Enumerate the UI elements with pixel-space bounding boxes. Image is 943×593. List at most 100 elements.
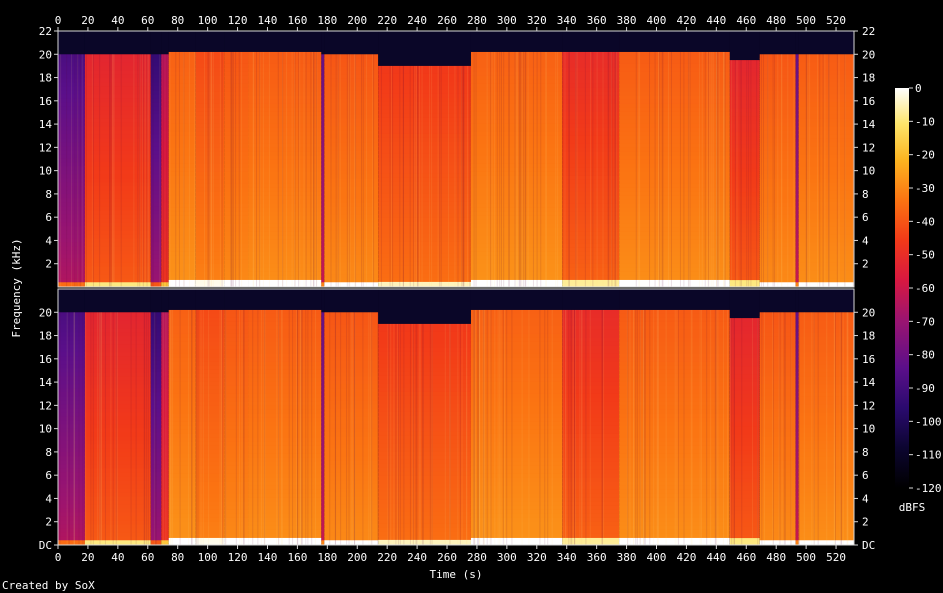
spectrogram-segment	[378, 289, 471, 546]
x-tick-label-top: 160	[287, 14, 307, 27]
y-tick-label-right: 2	[862, 516, 869, 529]
spectrogram-segment	[168, 289, 197, 546]
y-tick-label-left: 4	[45, 492, 52, 505]
credit-text: Created by SoX	[2, 579, 95, 592]
y-tick-label-right: 20	[862, 48, 875, 61]
colorbar: 0 -10 -20 -30 -40 -50 -60 -70 -80 -90 -100 -110 -120…	[895, 82, 942, 514]
channel-1-spectrogram	[58, 31, 855, 288]
y-tick-label-left: 4	[45, 234, 52, 247]
colorbar-tick-label: -10	[915, 115, 935, 128]
x-tick-label-top: 300	[497, 14, 517, 27]
x-tick-label-top: 0	[55, 14, 62, 27]
spectrogram-segment	[150, 31, 162, 288]
spectrogram-segment	[161, 289, 169, 546]
spectrogram-segment	[84, 31, 151, 288]
spectrogram-segment	[224, 289, 249, 546]
x-tick-label-top: 400	[647, 14, 667, 27]
x-tick-label-top: 440	[706, 14, 726, 27]
x-tick-label-bottom: 400	[647, 551, 667, 564]
y-tick-label-left: 2	[45, 258, 52, 271]
y-tick-label-left: 20	[39, 306, 52, 319]
y-tick-label-right: 2	[862, 258, 869, 271]
colorbar-gradient	[895, 88, 909, 488]
spectrogram-segment	[195, 31, 225, 288]
x-tick-label-bottom: 300	[497, 551, 517, 564]
y-tick-label-left: DC	[39, 539, 52, 552]
x-tick-label-top: 40	[111, 14, 124, 27]
x-tick-label-bottom: 320	[527, 551, 547, 564]
y-tick-label-right: DC	[862, 539, 875, 552]
colorbar-tick-label: -30	[915, 182, 935, 195]
spectrogram-segment	[795, 31, 799, 288]
y-tick-label-right: 20	[862, 306, 875, 319]
x-tick-label-bottom: 240	[407, 551, 427, 564]
y-tick-label-right: 6	[862, 211, 869, 224]
x-tick-label-top: 380	[617, 14, 637, 27]
colorbar-tick-label: -110	[915, 449, 942, 462]
y-tick-label-left: 12	[39, 399, 52, 412]
x-tick-label-bottom: 520	[826, 551, 846, 564]
x-tick-label-bottom: 260	[437, 551, 457, 564]
spectrogram-segment	[248, 289, 322, 546]
colorbar-tick-label: -90	[915, 382, 935, 395]
spectrogram-segment	[150, 289, 162, 546]
y-tick-label-right: 10	[862, 165, 875, 178]
spectrogram-segment	[619, 31, 731, 288]
spectrogram-segment	[562, 31, 620, 288]
x-tick-label-top: 480	[766, 14, 786, 27]
colorbar-tick-label: -60	[915, 282, 935, 295]
y-tick-label-left: 18	[39, 330, 52, 343]
y-tick-label-right: 8	[862, 188, 869, 201]
y-tick-label-left: 2	[45, 516, 52, 529]
spectrogram-segment	[321, 289, 325, 546]
x-tick-label-bottom: 80	[171, 551, 184, 564]
spectrogram-segment	[248, 31, 322, 288]
x-tick-label-top: 140	[258, 14, 278, 27]
x-tick-label-bottom: 40	[111, 551, 124, 564]
spectrogram-segment	[798, 289, 855, 546]
x-tick-label-bottom: 440	[706, 551, 726, 564]
spectrogram-segment	[58, 289, 85, 546]
y-tick-label-left: 22	[39, 25, 52, 38]
x-tick-label-top: 340	[557, 14, 577, 27]
y-tick-label-left: 8	[45, 446, 52, 459]
x-tick-label-top: 320	[527, 14, 547, 27]
channel-2-spectrogram	[58, 289, 855, 546]
y-tick-label-right: 12	[862, 399, 875, 412]
x-tick-label-top: 80	[171, 14, 184, 27]
x-tick-label-bottom: 140	[258, 551, 278, 564]
y-tick-label-right: 6	[862, 469, 869, 482]
spectrogram-segment	[729, 31, 760, 288]
colorbar-tick-label: -70	[915, 315, 935, 328]
y-tick-label-right: 16	[862, 95, 875, 108]
y-tick-label-left: 10	[39, 165, 52, 178]
spectrogram-segment	[84, 289, 151, 546]
x-tick-label-top: 180	[317, 14, 337, 27]
x-tick-label-bottom: 460	[736, 551, 756, 564]
x-tick-label-top: 360	[587, 14, 607, 27]
y-tick-label-right: 18	[862, 72, 875, 85]
y-tick-label-right: 14	[862, 118, 876, 131]
x-tick-label-top: 460	[736, 14, 756, 27]
x-tick-label-bottom: 500	[796, 551, 816, 564]
x-tick-label-top: 120	[228, 14, 248, 27]
spectrogram-segment	[58, 31, 85, 288]
y-tick-label-right: 10	[862, 423, 875, 436]
y-tick-label-left: 10	[39, 423, 52, 436]
x-tick-label-top: 20	[81, 14, 94, 27]
y-tick-label-left: 16	[39, 353, 52, 366]
y-tick-label-right: 22	[862, 25, 875, 38]
x-tick-label-bottom: 60	[141, 551, 154, 564]
colorbar-tick-label: -20	[915, 149, 935, 162]
y-tick-label-left: 14	[39, 376, 53, 389]
x-tick-label-top: 100	[198, 14, 218, 27]
x-tick-label-bottom: 100	[198, 551, 218, 564]
x-tick-label-bottom: 180	[317, 551, 337, 564]
x-tick-label-bottom: 280	[467, 551, 487, 564]
spectrogram-segment	[759, 31, 796, 288]
y-tick-label-left: 12	[39, 141, 52, 154]
spectrogram-segment	[619, 289, 731, 546]
spectrogram-segment	[759, 289, 796, 546]
x-tick-label-top: 200	[347, 14, 367, 27]
